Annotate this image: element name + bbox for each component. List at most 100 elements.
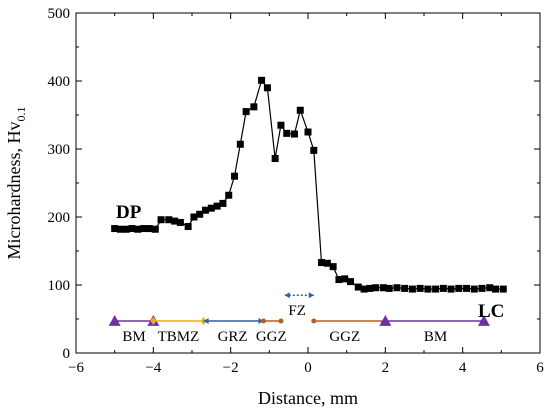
data-point	[202, 206, 210, 214]
data-point	[165, 216, 173, 224]
data-point	[447, 285, 455, 293]
y-tick-label: 400	[48, 74, 71, 90]
data-point	[478, 284, 486, 292]
data-point	[111, 225, 119, 233]
zone-label-fz: FZ	[288, 303, 306, 319]
data-point	[385, 284, 393, 292]
data-point	[401, 284, 409, 292]
data-point	[341, 275, 349, 283]
data-point	[424, 285, 432, 293]
data-point	[360, 285, 368, 293]
data-point	[196, 210, 204, 218]
data-point	[310, 146, 318, 154]
data-point	[184, 223, 192, 231]
data-point	[408, 285, 416, 293]
y-tick-label: 500	[48, 6, 71, 22]
data-point	[335, 276, 343, 284]
data-point	[486, 284, 494, 292]
data-point	[372, 284, 380, 292]
y-tick-label: 100	[48, 278, 71, 294]
data-point	[258, 76, 266, 84]
zone-triangle-marker	[477, 315, 490, 326]
y-axis-title: Microhardness, Hv0.1	[4, 107, 28, 260]
data-point	[225, 191, 233, 199]
zone-label-bm: BM	[122, 329, 145, 345]
data-point	[213, 202, 221, 210]
data-point	[393, 284, 401, 292]
data-point	[455, 284, 463, 292]
data-point	[354, 283, 362, 291]
zone-dot-marker	[278, 318, 284, 324]
data-point	[250, 103, 258, 111]
x-tick-label: 0	[304, 360, 312, 376]
y-tick-label: 0	[63, 346, 71, 362]
dp-label: DP	[116, 202, 142, 223]
data-points	[111, 76, 507, 293]
data-point	[470, 285, 478, 293]
data-point	[157, 216, 165, 224]
zone-triangle-marker	[108, 315, 121, 326]
data-point	[499, 285, 507, 293]
plot-frame	[75, 12, 541, 354]
data-point	[432, 285, 440, 293]
x-tick-label: 4	[459, 360, 467, 376]
data-point	[416, 284, 424, 292]
x-tick-label: 2	[382, 360, 390, 376]
data-point	[366, 284, 374, 292]
data-point	[271, 155, 279, 163]
x-tick-label: 6	[536, 360, 544, 376]
y-axis-title-main: Microhardness, Hv	[4, 122, 24, 260]
lc-label: LC	[478, 301, 504, 322]
data-point	[176, 218, 184, 226]
data-point	[140, 225, 148, 233]
data-point	[116, 225, 124, 233]
data-point	[463, 284, 471, 292]
axis-ticks: −6 −4 −2 0 2 4 6 0 100 200 300 400 500	[48, 6, 545, 376]
data-point	[283, 129, 291, 137]
series-line	[114, 78, 504, 290]
zone-label-tbmz: TBMZ	[158, 329, 200, 345]
zone-arrow-right	[308, 292, 314, 299]
data-point	[263, 84, 271, 92]
zone-label-ggz: GGZ	[329, 329, 360, 345]
data-point	[296, 106, 304, 114]
zone-star-marker	[150, 317, 157, 326]
zone-dot-marker	[261, 318, 267, 324]
data-point	[290, 130, 298, 138]
zone-label-bm: BM	[424, 329, 447, 345]
data-point	[207, 204, 215, 212]
x-tick-label: −4	[145, 360, 161, 376]
x-tick-label: −2	[223, 360, 239, 376]
y-tick-label: 200	[48, 210, 71, 226]
zone-label-ggz: GGZ	[256, 329, 287, 345]
data-point	[318, 259, 326, 267]
data-point	[347, 278, 355, 286]
data-point	[329, 263, 337, 271]
data-point	[134, 225, 142, 233]
zone-label-grz: GRZ	[218, 329, 248, 345]
data-point	[128, 225, 136, 233]
data-point	[379, 284, 387, 292]
y-axis-title-subscript: 0.1	[14, 107, 28, 122]
data-point	[219, 199, 227, 207]
data-point	[323, 259, 331, 267]
x-axis-title: Distance, mm	[258, 388, 358, 408]
y-tick-label: 300	[48, 142, 71, 158]
zone-triangle-marker	[379, 315, 392, 326]
data-point	[190, 213, 198, 221]
data-point	[171, 217, 179, 225]
zone-dot-marker	[311, 318, 317, 324]
data-point	[236, 140, 244, 148]
data-point	[492, 285, 500, 293]
zone-arrow-left	[284, 292, 290, 299]
x-tick-label: −6	[68, 360, 84, 376]
zone-arrow-left	[203, 318, 209, 325]
data-point	[277, 121, 285, 129]
data-point	[145, 225, 153, 233]
data-point	[231, 172, 239, 180]
data-point	[122, 225, 130, 233]
data-point	[242, 108, 250, 116]
data-point	[151, 225, 159, 233]
